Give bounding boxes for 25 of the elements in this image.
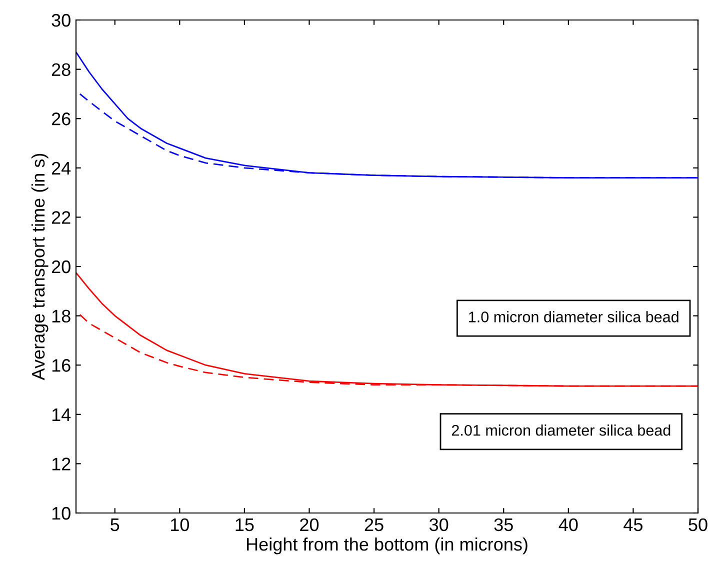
x-tick-label: 15 [236,518,254,532]
y-tick-label: 28 [52,63,70,76]
annotation: 1.0 micron diameter silica bead [469,311,678,322]
x-axis-title: Height from the bottom (in microns) [247,537,528,554]
x-tick-label: 10 [171,518,190,532]
y-tick-label: 22 [52,211,70,224]
y-tick-label: 14 [52,408,71,421]
y-tick-label: 20 [52,260,70,274]
x-tick-label: 5 [110,518,120,532]
y-tick-label: 26 [52,112,70,126]
x-tick-label: 25 [364,518,384,532]
x-tick-label: 35 [494,518,513,532]
x-tick-label: 40 [558,518,578,532]
annotation: 2.01 micron diameter silica bead [452,424,670,436]
x-tick-label: 50 [688,518,708,532]
y-axis-title: Average transport time (in s) [31,154,48,380]
y-tick-label: 24 [52,162,71,174]
x-tick-label: 45 [624,518,642,532]
y-tick-label: 30 [52,14,70,27]
x-tick-label: 30 [429,518,448,532]
y-tick-label: 12 [52,458,70,470]
x-tick-label: 20 [300,518,319,532]
y-tick-label: 18 [52,310,70,323]
y-tick-label: 10 [52,506,70,520]
y-tick-label: 16 [52,359,70,372]
